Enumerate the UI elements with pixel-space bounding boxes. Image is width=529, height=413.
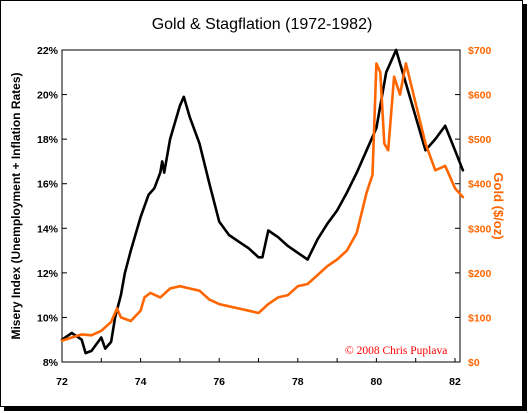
left-tick-label: 22% [37, 45, 59, 57]
x-tick-label: 72 [56, 376, 68, 388]
x-axis: 72 74 76 78 80 82 [56, 358, 461, 388]
x-tick-label: 76 [213, 376, 225, 388]
left-tick-label: 16% [37, 179, 59, 191]
right-tick-label: $700 [468, 45, 492, 57]
left-axis: 8% 10% 12% 14% 16% 18% 20% 22% [37, 45, 67, 369]
chart-frame [0, 0, 523, 407]
left-tick-label: 12% [37, 268, 59, 280]
x-tick-label: 78 [292, 376, 304, 388]
left-axis-label: Misery Index (Unemployment + Inflation R… [9, 72, 23, 339]
x-tick-label: 80 [371, 376, 383, 388]
right-tick-label: $100 [468, 312, 492, 324]
right-axis-label: Gold ($/oz) [491, 172, 506, 239]
plot-area [61, 49, 461, 363]
right-tick-label: $200 [468, 268, 492, 280]
right-tick-label: $500 [468, 134, 492, 146]
right-tick-label: $300 [468, 223, 492, 235]
series-layer [60, 48, 465, 355]
x-tick-label: 74 [135, 376, 147, 388]
right-axis: $0 $100 $200 $300 $400 $500 $600 $700 [455, 45, 492, 369]
left-tick-label: 14% [37, 223, 59, 235]
left-tick-label: 20% [37, 90, 59, 102]
right-tick-label: $400 [468, 179, 492, 191]
left-tick-label: 8% [43, 357, 59, 369]
misery-index-line [60, 48, 465, 355]
chart-title: Gold & Stagflation (1972-1982) [152, 16, 373, 33]
right-tick-label: $0 [468, 357, 480, 369]
left-tick-label: 18% [37, 134, 59, 146]
left-tick-label: 10% [37, 312, 59, 324]
copyright-annotation: © 2008 Chris Puplava [345, 345, 447, 357]
gold-price-line [60, 62, 465, 342]
x-tick-label: 82 [449, 376, 461, 388]
right-tick-label: $600 [468, 90, 492, 102]
